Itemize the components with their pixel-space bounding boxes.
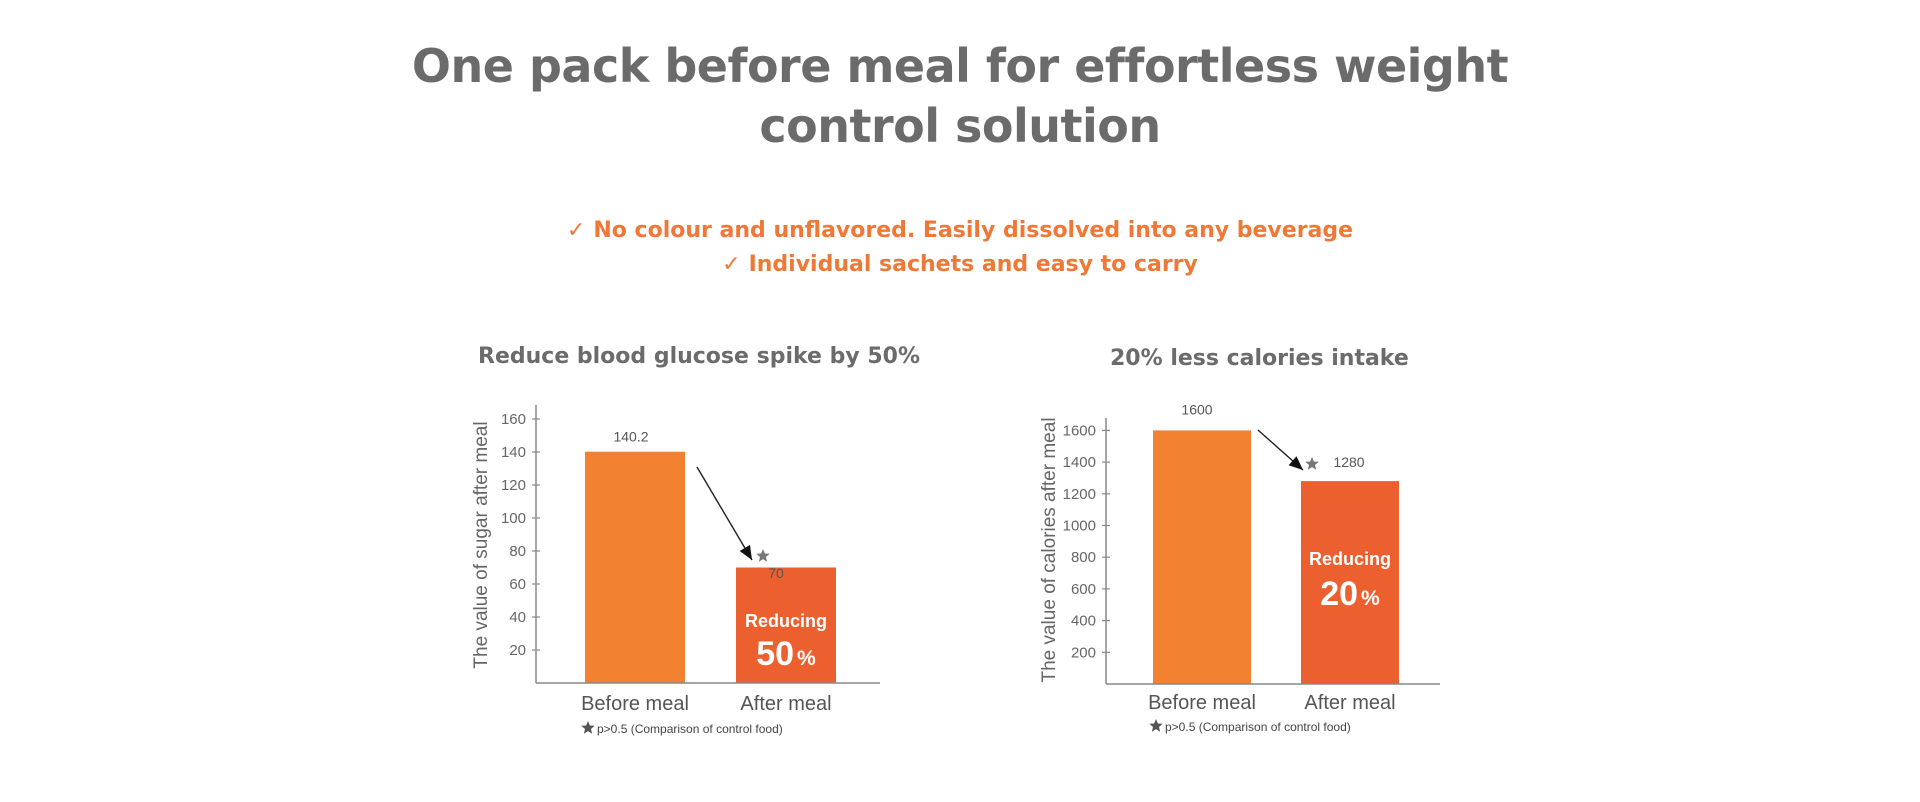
- y-tick-label: 800: [1071, 549, 1096, 566]
- reducing-value: 50: [756, 635, 794, 673]
- y-tick-label: 1000: [1063, 518, 1096, 535]
- x-category-label: After meal: [1304, 692, 1395, 714]
- y-tick-label: 140: [501, 444, 526, 461]
- y-tick-label: 60: [509, 576, 526, 593]
- y-tick-label: 1200: [1063, 486, 1096, 503]
- value-label: 1600: [1181, 401, 1212, 417]
- reducing-unit: %: [797, 647, 816, 670]
- page-title-line-1: One pack before meal for effortless weig…: [411, 39, 1509, 93]
- y-tick-label: 200: [1071, 644, 1096, 661]
- arrow-head-icon: [1288, 456, 1303, 470]
- value-label: 140.2: [613, 429, 648, 445]
- y-tick-label: 100: [501, 510, 526, 527]
- y-tick-label: 600: [1071, 581, 1096, 598]
- check-icon: ✓: [566, 218, 586, 243]
- y-axis-title: The value of calories after meal: [1039, 417, 1060, 682]
- y-tick-label: 20: [509, 642, 526, 659]
- y-tick-label: 1400: [1063, 454, 1096, 471]
- feature-list: ✓ No colour and unflavored. Easily dissol…: [0, 214, 1920, 282]
- y-tick-label: 1600: [1063, 422, 1096, 439]
- y-tick-label: 40: [509, 609, 526, 626]
- value-label: 1280: [1333, 454, 1364, 470]
- reducing-percent: 20%: [1320, 575, 1380, 613]
- chart-1-title: Reduce blood glucose spike by 50%: [478, 344, 921, 369]
- reducing-percent: 50%: [756, 635, 816, 673]
- x-category-label: After meal: [740, 693, 831, 715]
- bar-after-meal: [736, 567, 836, 683]
- check-icon: ✓: [722, 252, 741, 277]
- reducing-label: Reducing: [1309, 549, 1391, 569]
- significance-star-icon: [1305, 457, 1319, 470]
- footnote-star-icon: [1149, 719, 1163, 732]
- feature-item: ✓ Individual sachets and easy to carry: [0, 248, 1920, 282]
- significance-star-icon: [756, 549, 770, 562]
- bar-before-meal: [585, 451, 685, 683]
- chart-1: 20 40 60 80 100 120 140 160 The value of sugar a…: [471, 405, 880, 736]
- chart-2-title: 20% less calories intake: [1110, 346, 1409, 371]
- y-tick-label: 80: [509, 543, 526, 560]
- page-title-line-2: control solution: [759, 99, 1161, 153]
- value-label: 70: [768, 565, 784, 581]
- y-tick-label: 120: [501, 477, 526, 494]
- footnote-star-icon: [581, 721, 595, 734]
- reducing-label: Reducing: [745, 611, 827, 631]
- x-category-label: Before meal: [1148, 692, 1256, 714]
- reducing-value: 20: [1320, 575, 1358, 613]
- arrow-head-icon: [739, 544, 752, 560]
- y-tick-label: 400: [1071, 613, 1096, 630]
- bar-before-meal: [1153, 430, 1251, 684]
- y-tick-label: 160: [501, 411, 526, 428]
- trend-arrow-line: [696, 466, 753, 561]
- feature-text: No colour and unflavored. Easily dissolv…: [593, 218, 1354, 243]
- y-axis-title: The value of sugar after meal: [471, 421, 492, 668]
- x-category-label: Before meal: [581, 693, 689, 715]
- feature-item: ✓ No colour and unflavored. Easily dissol…: [0, 214, 1920, 248]
- footnote-text: p>0.5 (Comparison of control food): [597, 722, 783, 736]
- footnote-text: p>0.5 (Comparison of control food): [1165, 720, 1351, 734]
- bar-after-meal: [1301, 481, 1399, 684]
- page-title: One pack before meal for effortless weig…: [0, 36, 1920, 156]
- feature-text: Individual sachets and easy to carry: [748, 252, 1198, 277]
- reducing-unit: %: [1361, 587, 1380, 610]
